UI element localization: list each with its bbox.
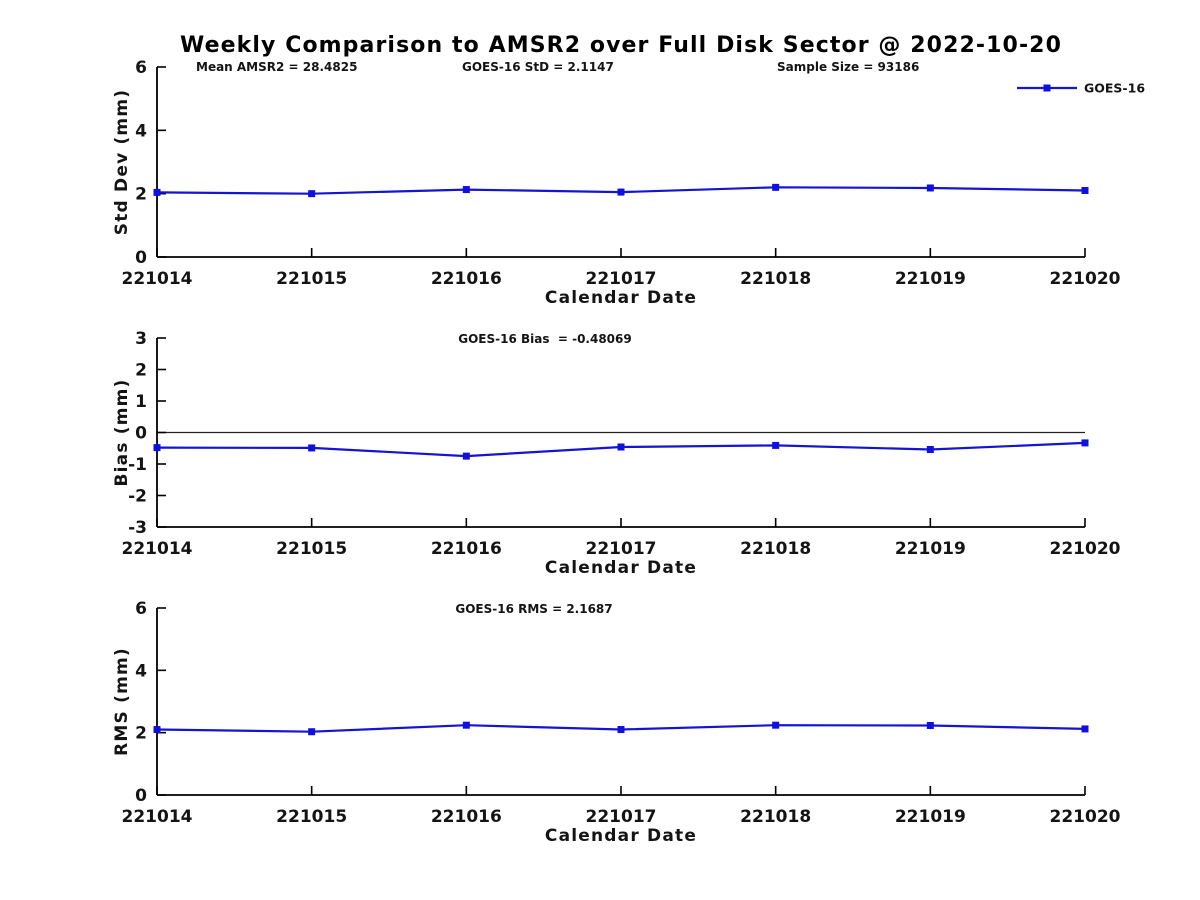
y-tick-label: 0 bbox=[135, 248, 147, 268]
x-tick-label: 221015 bbox=[276, 269, 347, 289]
x-tick-label: 221019 bbox=[895, 807, 966, 827]
x-tick-label: 221014 bbox=[122, 539, 193, 559]
annotation: GOES-16 Bias = -0.48069 bbox=[458, 332, 631, 346]
y-tick-label: 3 bbox=[135, 329, 147, 349]
x-tick-label: 221017 bbox=[586, 807, 657, 827]
x-tick-label: 221020 bbox=[1050, 539, 1121, 559]
y-tick-label: 2 bbox=[135, 185, 147, 205]
data-point-marker bbox=[1081, 725, 1089, 733]
annotation: Sample Size = 93186 bbox=[777, 60, 919, 74]
x-tick-label: 221019 bbox=[895, 269, 966, 289]
x-tick-label: 221020 bbox=[1050, 269, 1121, 289]
x-axis-label: Calendar Date bbox=[545, 288, 697, 308]
x-tick-label: 221014 bbox=[122, 269, 193, 289]
data-point-marker bbox=[462, 452, 470, 460]
x-tick-label: 221018 bbox=[740, 539, 811, 559]
y-tick-label: 6 bbox=[135, 58, 147, 78]
data-point-marker bbox=[308, 728, 316, 736]
data-point-marker bbox=[926, 446, 934, 454]
x-axis-label: Calendar Date bbox=[545, 826, 697, 846]
x-tick-label: 221016 bbox=[431, 807, 502, 827]
x-tick-label: 221018 bbox=[740, 807, 811, 827]
x-tick-label: 221014 bbox=[122, 807, 193, 827]
data-point-marker bbox=[308, 190, 316, 198]
annotation: GOES-16 RMS = 2.1687 bbox=[455, 602, 612, 616]
x-tick-label: 221017 bbox=[586, 539, 657, 559]
x-tick-label: 221015 bbox=[276, 807, 347, 827]
x-axis-label: Calendar Date bbox=[545, 558, 697, 578]
data-point-marker bbox=[617, 726, 625, 734]
y-tick-label: -2 bbox=[128, 487, 147, 507]
annotation: GOES-16 StD = 2.1147 bbox=[462, 60, 614, 74]
y-tick-label: 0 bbox=[135, 786, 147, 806]
data-point-marker bbox=[1081, 439, 1089, 447]
y-tick-label: -1 bbox=[128, 455, 147, 475]
y-tick-label: 2 bbox=[135, 361, 147, 381]
y-tick-label: 1 bbox=[135, 392, 147, 412]
y-tick-label: -3 bbox=[128, 518, 147, 538]
y-tick-label: 4 bbox=[135, 121, 147, 141]
y-axis-label: Std Dev (mm) bbox=[112, 89, 132, 235]
data-point-marker bbox=[308, 444, 316, 452]
data-point-marker bbox=[153, 444, 161, 452]
y-axis-label: RMS (mm) bbox=[112, 647, 132, 756]
x-tick-label: 221020 bbox=[1050, 807, 1121, 827]
data-point-marker bbox=[926, 184, 934, 192]
x-tick-label: 221019 bbox=[895, 539, 966, 559]
data-point-marker bbox=[462, 186, 470, 194]
figure-title: Weekly Comparison to AMSR2 over Full Dis… bbox=[180, 33, 1062, 58]
legend-label: GOES-16 bbox=[1084, 81, 1145, 96]
legend-marker bbox=[1043, 84, 1051, 92]
data-point-marker bbox=[617, 188, 625, 196]
annotation: Mean AMSR2 = 28.4825 bbox=[196, 60, 357, 74]
data-point-marker bbox=[617, 443, 625, 451]
y-tick-label: 4 bbox=[135, 661, 147, 681]
data-point-marker bbox=[153, 726, 161, 734]
y-tick-label: 2 bbox=[135, 724, 147, 744]
data-point-marker bbox=[772, 183, 780, 191]
data-point-marker bbox=[1081, 187, 1089, 194]
x-tick-label: 221016 bbox=[431, 269, 502, 289]
data-point-marker bbox=[772, 441, 780, 449]
x-tick-label: 221015 bbox=[276, 539, 347, 559]
x-tick-label: 221017 bbox=[586, 269, 657, 289]
data-point-marker bbox=[772, 721, 780, 729]
y-tick-label: 0 bbox=[135, 424, 147, 444]
x-tick-label: 221016 bbox=[431, 539, 502, 559]
data-point-marker bbox=[462, 721, 470, 729]
data-point-marker bbox=[926, 721, 934, 729]
x-tick-label: 221018 bbox=[740, 269, 811, 289]
y-axis-label: Bias (mm) bbox=[112, 378, 132, 486]
y-tick-label: 6 bbox=[135, 599, 147, 619]
data-point-marker bbox=[153, 188, 161, 196]
